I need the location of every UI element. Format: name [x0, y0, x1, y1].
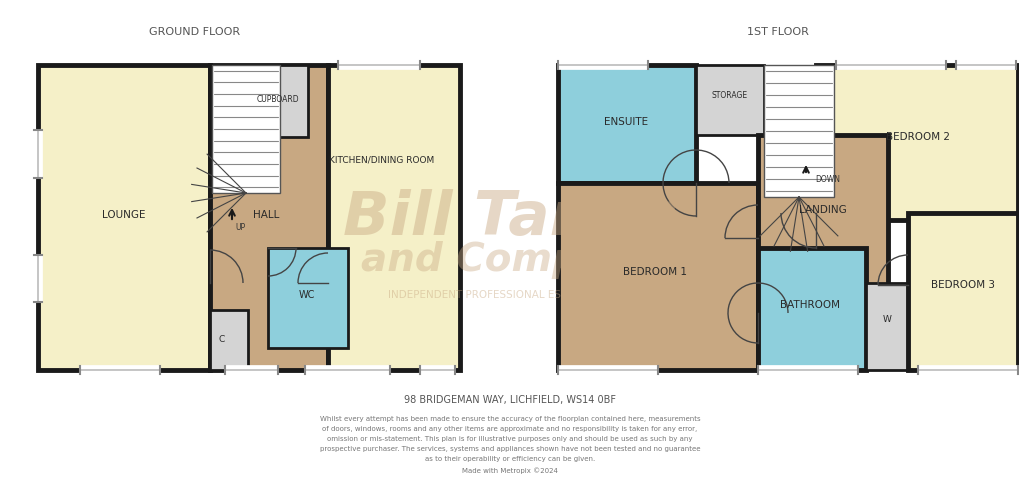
Text: Bill Tandy: Bill Tandy — [342, 188, 677, 248]
Text: BEDROOM 1: BEDROOM 1 — [623, 267, 687, 277]
Bar — [757, 248, 865, 370]
Bar — [763, 65, 834, 197]
Text: BEDROOM 3: BEDROOM 3 — [930, 280, 994, 290]
Bar — [268, 248, 347, 348]
Bar — [695, 65, 763, 135]
Bar — [815, 65, 1017, 220]
Text: ENSUITE: ENSUITE — [603, 117, 647, 127]
Text: Whilst every attempt has been made to ensure the accuracy of the floorplan conta: Whilst every attempt has been made to en… — [319, 416, 700, 474]
Text: LANDING: LANDING — [798, 205, 846, 215]
Bar — [212, 65, 280, 193]
Text: W: W — [881, 316, 891, 324]
Text: 1ST FLOOR: 1ST FLOOR — [746, 27, 808, 37]
Text: STORAGE: STORAGE — [711, 90, 747, 100]
Bar — [557, 183, 757, 370]
Text: BATHROOM: BATHROOM — [780, 300, 840, 310]
Text: HALL: HALL — [253, 210, 279, 220]
Bar — [757, 135, 888, 300]
Bar — [557, 65, 695, 183]
Bar — [210, 65, 328, 370]
Bar — [38, 65, 210, 370]
Bar — [328, 65, 460, 370]
Text: C: C — [219, 336, 225, 344]
Text: BEDROOM 2: BEDROOM 2 — [886, 132, 949, 142]
Text: 98 BRIDGEMAN WAY, LICHFIELD, WS14 0BF: 98 BRIDGEMAN WAY, LICHFIELD, WS14 0BF — [404, 395, 615, 405]
Text: WC: WC — [299, 290, 315, 300]
Text: LOUNGE: LOUNGE — [102, 210, 146, 220]
Bar — [865, 283, 907, 370]
Text: and Company: and Company — [361, 241, 658, 279]
Text: CUPBOARD: CUPBOARD — [257, 96, 299, 104]
Bar — [228, 65, 308, 137]
Text: INDEPENDENT PROFESSIONAL ESTATE AGENTS: INDEPENDENT PROFESSIONAL ESTATE AGENTS — [388, 290, 631, 300]
Text: DOWN: DOWN — [815, 176, 840, 184]
Text: UP: UP — [234, 224, 245, 232]
Text: KITCHEN/DINING ROOM: KITCHEN/DINING ROOM — [329, 156, 434, 164]
Bar — [210, 310, 248, 370]
Text: GROUND FLOOR: GROUND FLOOR — [150, 27, 240, 37]
Bar — [907, 213, 1017, 370]
